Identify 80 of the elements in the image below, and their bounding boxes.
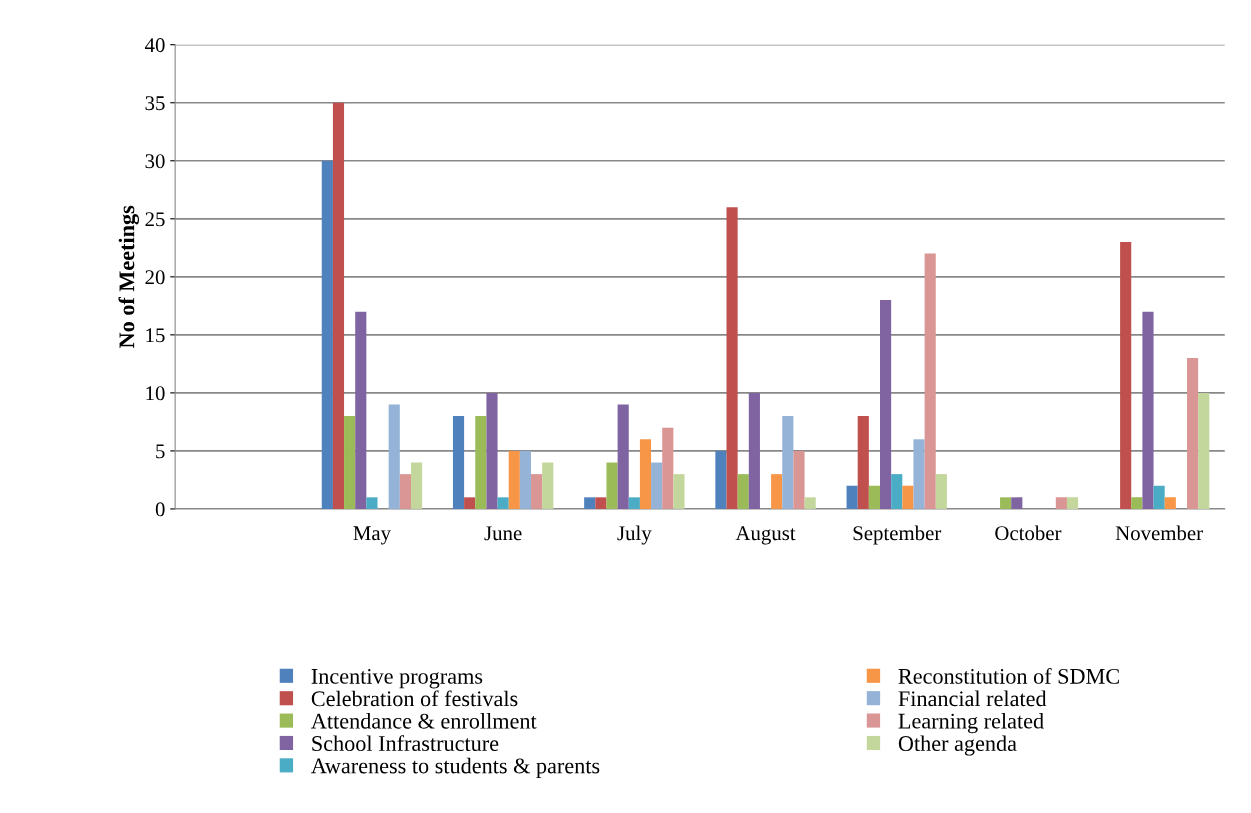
y-tick-label: 25	[145, 212, 165, 227]
bar	[913, 439, 925, 509]
bar	[804, 497, 816, 509]
bar	[475, 416, 487, 509]
bar	[388, 404, 400, 509]
bar	[726, 207, 738, 509]
legend-label: Awareness to students & parents	[311, 757, 600, 778]
bar	[673, 474, 685, 509]
bar	[782, 416, 794, 509]
y-tick-label: 5	[156, 444, 165, 459]
y-tick-label: 10	[146, 386, 165, 401]
x-tick-label: November	[1115, 525, 1203, 541]
bar	[486, 392, 498, 509]
bar	[1131, 497, 1143, 509]
x-tick-label: August	[735, 526, 796, 545]
legend-label: School Infrastructure	[312, 735, 499, 752]
bar	[1055, 497, 1067, 509]
bar	[1142, 311, 1154, 509]
bar	[880, 300, 892, 509]
bar	[508, 450, 520, 509]
bar	[715, 450, 727, 509]
bar	[1120, 242, 1132, 509]
bar	[1000, 497, 1012, 509]
legend-label: Learning related	[898, 712, 1044, 734]
bar	[344, 416, 356, 509]
bar	[410, 462, 423, 509]
bar	[321, 160, 333, 509]
bar	[464, 497, 476, 509]
bar	[606, 462, 618, 509]
x-tick-label: May	[353, 526, 391, 545]
bar	[628, 497, 640, 509]
y-tick-label: 30	[145, 154, 165, 169]
bar	[793, 450, 805, 509]
bar	[519, 450, 532, 509]
bar	[1187, 358, 1199, 509]
bar	[651, 462, 663, 509]
bar	[868, 485, 880, 509]
bar	[617, 404, 629, 509]
x-tick-label: June	[484, 526, 522, 541]
legend-label: Other agenda	[898, 735, 1017, 756]
y-axis-title: No of Meetings	[118, 205, 140, 348]
bar	[399, 474, 411, 509]
y-tick-label: 35	[145, 96, 165, 111]
bar	[1011, 497, 1023, 509]
x-tick-label: October	[995, 525, 1062, 541]
bar	[935, 474, 947, 509]
bar	[355, 311, 367, 509]
y-tick-label: 0	[155, 502, 165, 517]
bar	[924, 253, 936, 509]
legend-label: Attendance & enrollment	[311, 713, 537, 729]
x-tick-label: July	[617, 525, 652, 545]
y-tick-label: 40	[144, 38, 165, 53]
legend-label: Incentive programs	[311, 668, 483, 689]
bar	[1066, 497, 1079, 509]
bar	[737, 474, 749, 509]
bar	[902, 485, 914, 509]
bar	[662, 427, 674, 509]
bar	[542, 462, 554, 509]
bar	[891, 474, 903, 509]
bar	[1164, 497, 1176, 509]
legend-label: Reconstitution of SDMC	[898, 667, 1119, 684]
legend-label: Financial related	[898, 690, 1047, 707]
bar	[366, 497, 378, 509]
bar	[846, 485, 858, 509]
bar	[1153, 485, 1165, 509]
bar	[531, 474, 543, 509]
y-tick-label: 15	[146, 328, 165, 343]
bar	[857, 416, 869, 509]
bar	[452, 416, 465, 509]
y-tick-label: 20	[145, 270, 165, 285]
bar	[771, 474, 783, 509]
legend-label: Celebration of festivals	[311, 690, 518, 707]
x-tick-label: September	[853, 525, 942, 545]
bar	[748, 392, 760, 509]
bar	[1198, 392, 1210, 509]
bar	[639, 439, 652, 509]
bar	[332, 102, 345, 509]
bar	[497, 497, 509, 509]
bar	[584, 497, 596, 509]
bar	[595, 497, 607, 509]
